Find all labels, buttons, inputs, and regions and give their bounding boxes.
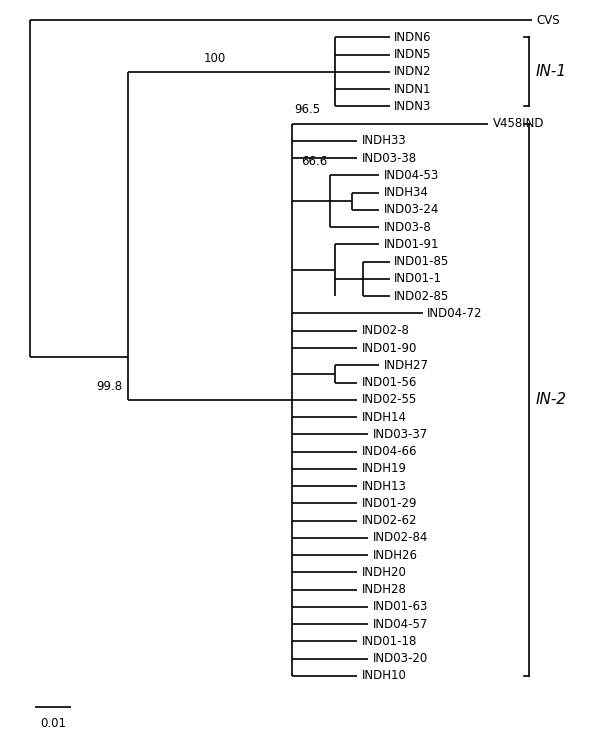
Text: INDN3: INDN3 [394, 100, 432, 113]
Text: IND03-8: IND03-8 [383, 221, 431, 233]
Text: V458IND: V458IND [493, 117, 544, 130]
Text: IND04-72: IND04-72 [427, 307, 482, 320]
Text: IND04-53: IND04-53 [383, 169, 439, 182]
Text: IND03-38: IND03-38 [362, 152, 417, 164]
Text: 0.01: 0.01 [40, 716, 66, 730]
Text: IND01-90: IND01-90 [362, 341, 417, 355]
Text: INDN5: INDN5 [394, 48, 432, 61]
Text: IND01-56: IND01-56 [362, 376, 417, 389]
Text: INDN6: INDN6 [394, 31, 432, 44]
Text: IND02-85: IND02-85 [394, 290, 449, 302]
Text: IND01-91: IND01-91 [383, 238, 439, 251]
Text: INDH10: INDH10 [362, 669, 407, 683]
Text: IND02-84: IND02-84 [373, 531, 428, 545]
Text: IND01-29: IND01-29 [362, 497, 417, 510]
Text: INDH13: INDH13 [362, 479, 407, 493]
Text: IND02-8: IND02-8 [362, 324, 410, 337]
Text: CVS: CVS [536, 13, 560, 26]
Text: INDH28: INDH28 [362, 584, 407, 596]
Text: INDH20: INDH20 [362, 566, 407, 579]
Text: INDH27: INDH27 [383, 359, 428, 371]
Text: INDH34: INDH34 [383, 186, 428, 199]
Text: 96.5: 96.5 [295, 103, 320, 117]
Text: IND02-55: IND02-55 [362, 393, 417, 407]
Text: IN-1: IN-1 [536, 65, 567, 79]
Text: INDN1: INDN1 [394, 83, 432, 95]
Text: IND03-24: IND03-24 [383, 203, 439, 217]
Text: IND03-37: IND03-37 [373, 428, 428, 441]
Text: INDH19: INDH19 [362, 462, 407, 476]
Text: 99.8: 99.8 [97, 379, 123, 393]
Text: IND01-18: IND01-18 [362, 635, 417, 648]
Text: IND01-85: IND01-85 [394, 255, 449, 268]
Text: INDH14: INDH14 [362, 410, 407, 424]
Text: IND01-1: IND01-1 [394, 272, 442, 286]
Text: INDH26: INDH26 [373, 548, 418, 562]
Text: 66.6: 66.6 [301, 155, 327, 168]
Text: IN-2: IN-2 [536, 392, 567, 407]
Text: IND04-57: IND04-57 [373, 618, 428, 631]
Text: IND04-66: IND04-66 [362, 445, 417, 458]
Text: INDN2: INDN2 [394, 65, 432, 79]
Text: IND01-63: IND01-63 [373, 600, 428, 614]
Text: IND03-20: IND03-20 [373, 653, 428, 665]
Text: INDH33: INDH33 [362, 134, 406, 148]
Text: IND02-62: IND02-62 [362, 514, 417, 527]
Text: 100: 100 [204, 51, 226, 65]
